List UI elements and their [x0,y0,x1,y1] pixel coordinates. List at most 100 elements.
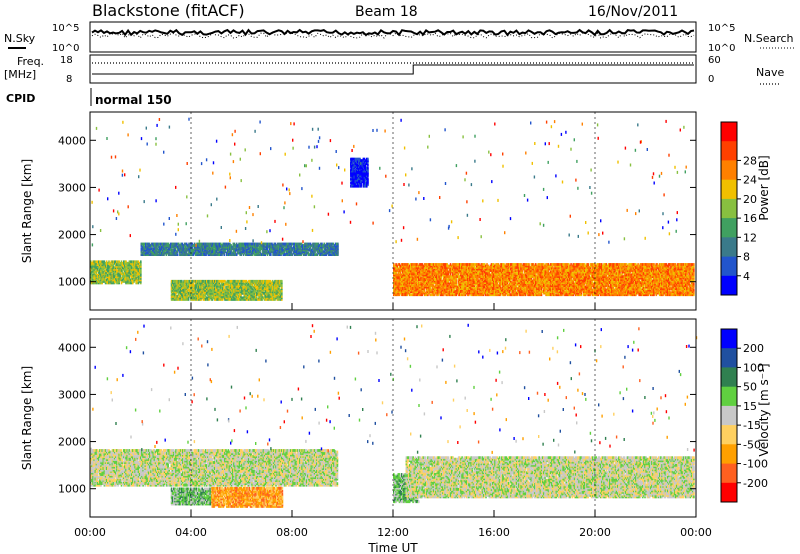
power-band-0-cell [101,270,103,274]
power-band-1-cell [205,244,207,247]
power-band-0-cell [125,276,127,280]
power-band-0-cell [124,261,126,265]
power-band-0-cell [101,266,103,270]
power-band-1-cell [225,247,228,250]
power-band-0-cell [138,266,141,270]
power-band-0-cell [125,275,127,279]
power-band-0-cell [140,272,142,276]
power-band-1-cell [143,247,146,250]
power-band-0-cell [90,260,92,264]
power-band-0-cell [99,264,101,268]
power-band-1-cell [257,250,260,253]
power-band-1-cell [263,247,265,250]
power-band-1-cell [263,251,265,255]
power-band-1-cell [195,247,197,250]
power-band-1-cell [174,247,177,250]
power-band-1-cell [204,247,206,250]
power-band-1-cell [159,242,162,246]
power-band-0-cell [113,273,116,277]
power-band-0-cell [96,276,99,280]
power-band-1-cell [200,245,203,249]
power-band-1-cell [225,251,228,255]
power-band-1-cell [181,251,183,255]
power-band-1-cell [173,242,176,246]
power-band-0-cell [140,260,142,264]
power-band-1-cell [218,253,221,256]
power-band-0-cell [115,266,117,270]
power-band-1-cell [266,251,269,255]
power-band-1-cell [167,253,170,256]
power-band-1-cell [274,244,277,247]
power-band-0-cell [113,260,116,264]
power-band-0-cell [101,264,103,268]
power-band-0-cell [121,280,124,283]
power-band-0-cell [93,278,95,282]
power-band-0-cell [96,280,99,283]
power-band-0-cell [96,281,99,285]
power-band-0-cell [128,276,131,280]
power-band-0-cell [137,272,140,276]
power-band-0-cell [132,272,134,276]
power-band-1-cell [150,253,153,256]
power-band-1-cell [208,251,211,255]
power-band-1-cell [209,248,212,252]
power-band-1-cell [274,247,277,250]
power-band-1-cell [147,248,149,252]
power-band-0-cell [140,267,142,271]
power-band-0-cell [115,261,117,265]
power-band-1-cell [166,245,169,249]
power-band-1-cell [162,250,164,253]
power-band-1-cell [142,244,145,247]
power-band-1-cell [263,244,265,247]
power-band-1-cell [267,250,270,253]
power-band-1-cell [273,244,275,247]
nsky-trace [91,28,695,37]
power-band-0-cell [116,275,118,279]
power-band-0-cell [110,281,113,285]
power-band-1-cell [212,242,214,246]
power-band-0-cell [129,266,132,270]
power-band-0-cell [104,280,107,283]
power-band-1-cell [203,251,205,255]
power-band-1-cell [180,245,182,249]
power-band-1-cell [197,244,199,247]
power-band-0-cell [135,264,137,268]
power-band-1-cell [238,251,240,255]
power-band-1-cell [214,248,216,252]
power-band-0-cell [109,280,111,283]
power-band-1-cell [172,251,174,255]
power-band-1-cell [163,245,165,249]
power-band-0-cell [101,276,103,280]
power-band-0-cell [135,278,137,282]
power-band-0-cell [99,281,101,285]
power-band-1-cell [197,253,199,256]
power-band-0-cell [118,266,120,270]
power-band-0-cell [136,261,139,265]
power-band-0-cell [101,281,103,285]
power-band-1-cell [168,245,171,249]
power-band-0-cell [121,273,124,277]
power-band-0-cell [121,278,124,282]
power-band-0-cell [107,267,109,271]
power-band-0-cell [133,263,135,267]
power-band-0-cell [124,266,126,270]
power-band-1-cell [179,253,181,256]
power-band-0-cell [101,278,103,282]
power-band-0-cell [102,266,105,270]
power-band-0-cell [109,276,111,280]
power-band-1-cell [158,250,161,253]
power-band-1-cell [270,253,272,256]
power-band-1-cell [266,245,269,249]
power-band-0-cell [130,269,133,273]
power-band-1-cell [230,245,232,249]
power-band-0-cell [140,275,142,279]
power-band-1-cell [148,253,151,256]
power-band-1-cell [262,251,264,255]
power-band-0-cell [100,264,102,268]
power-band-0-cell [123,272,125,276]
power-band-1-cell [185,253,188,256]
power-band-1-cell [247,247,249,250]
power-band-0-cell [95,273,98,277]
power-band-1-cell [193,247,196,250]
power-band-0-cell [137,275,140,279]
